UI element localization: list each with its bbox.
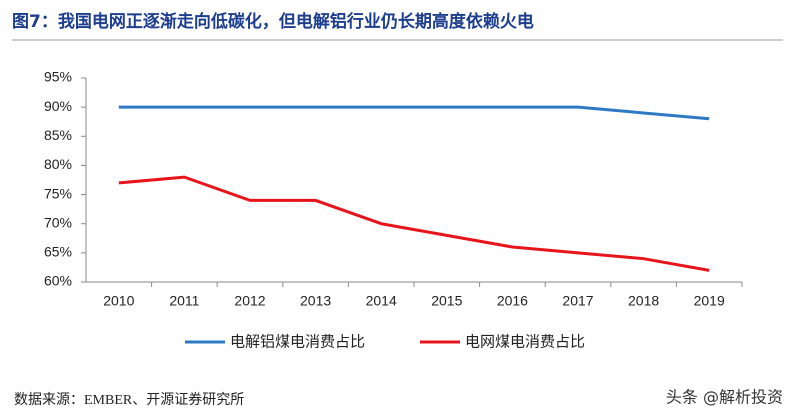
legend-label: 电网煤电消费占比 (465, 333, 585, 351)
y-tick-label: 90% (44, 98, 72, 114)
watermark: 头条 @解析投资 (666, 388, 783, 407)
source-note: 数据来源：EMBER、开源证券研究所 (14, 392, 244, 408)
series-line (118, 175, 710, 272)
x-tick-label: 2016 (497, 293, 528, 309)
y-tick-label: 95% (44, 69, 72, 85)
y-tick-label: 65% (44, 244, 72, 260)
x-tick-label: 2012 (234, 293, 265, 309)
y-tick-label: 80% (44, 156, 72, 172)
x-tick-label: 2010 (103, 293, 134, 309)
series-line (118, 105, 710, 121)
chart-title: 图7：我国电网正逐渐走向低碳化，但电解铝行业仍长期高度依赖火电 (12, 11, 534, 32)
x-tick-label: 2011 (169, 293, 199, 309)
x-tick-label: 2017 (562, 293, 593, 309)
x-tick-label: 2015 (431, 293, 462, 309)
x-tick-label: 2014 (366, 293, 397, 309)
x-tick-label: 2019 (694, 293, 725, 309)
legend-label: 电解铝煤电消费占比 (230, 333, 365, 351)
x-tick-label: 2013 (300, 293, 331, 309)
y-tick-label: 85% (44, 127, 72, 143)
y-tick-label: 75% (44, 185, 72, 201)
x-tick-label: 2018 (628, 293, 659, 309)
y-tick-label: 60% (44, 273, 72, 289)
y-tick-label: 70% (44, 214, 72, 230)
